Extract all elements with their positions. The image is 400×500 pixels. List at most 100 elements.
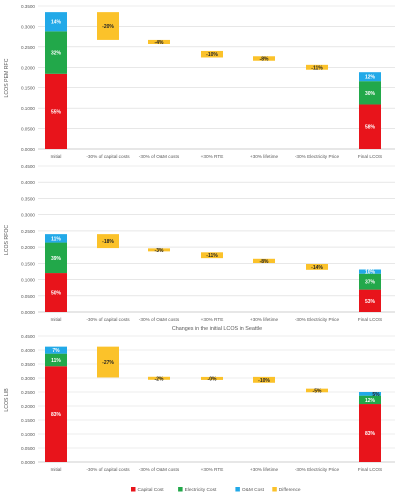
data-label: 37% [365, 280, 376, 286]
x-tick-label: Initial [51, 467, 62, 472]
difference-bar [97, 346, 119, 378]
data-label: 14% [51, 20, 62, 26]
legend-swatch [178, 487, 183, 492]
x-tick-label: Initial [51, 317, 62, 322]
initial-bar-segment [45, 353, 67, 367]
data-label: -5% [313, 388, 322, 394]
difference-bar [201, 50, 223, 58]
y-tick-label: 0.1000 [21, 106, 35, 111]
y-tick-label: 0.4500 [21, 334, 35, 339]
initial-bar-segment [45, 31, 67, 74]
data-label: 12% [365, 75, 376, 81]
y-tick-label: 0.0000 [21, 460, 35, 465]
final-bar-segment [359, 395, 381, 405]
initial-bar-segment [45, 12, 67, 32]
x-tick-label: -30% Electricity Price [295, 317, 340, 322]
data-label: 5% [372, 392, 380, 398]
data-label: -4% [155, 40, 164, 46]
difference-bar [148, 376, 170, 380]
legend-swatch [131, 487, 136, 492]
x-tick-label: +30% lifetime [250, 154, 279, 159]
y-tick-label: 0.1500 [21, 261, 35, 266]
x-tick-label: -30% Electricity Price [295, 467, 340, 472]
data-label: -8% [260, 259, 269, 265]
initial-bar-segment [45, 242, 67, 274]
y-tick-label: 0.3500 [21, 4, 35, 9]
data-label: -11% [206, 253, 218, 259]
final-bar-segment [359, 273, 381, 290]
y-tick-label: 0.2500 [21, 229, 35, 234]
y-tick-label: 0.4500 [21, 164, 35, 169]
y-tick-label: 0.1000 [21, 432, 35, 437]
data-label: -2% [155, 376, 164, 382]
final-bar-segment [359, 104, 381, 149]
data-label: 11% [51, 236, 61, 242]
initial-bar-segment [45, 73, 67, 149]
difference-bar [253, 56, 275, 61]
data-label: 7% [52, 348, 60, 354]
difference-bar [201, 376, 223, 380]
y-axis-label: LCOS LIB [4, 388, 10, 412]
data-label: 55% [51, 109, 62, 115]
y-tick-label: 0.3000 [21, 213, 35, 218]
y-tick-label: 0.3500 [21, 196, 35, 201]
y-tick-label: 0.2500 [21, 45, 35, 50]
final-bar-segment [359, 289, 381, 312]
x-tick-label: +30% lifetime [250, 467, 279, 472]
legend-swatch [272, 487, 277, 492]
difference-bar [97, 234, 119, 249]
data-label: 83% [51, 412, 62, 418]
final-bar-segment [359, 269, 381, 274]
data-label: -0% [208, 376, 217, 382]
x-tick-label: Initial [51, 154, 62, 159]
x-tick-label: Final LCOS [358, 317, 382, 322]
final-bar-segment [359, 392, 381, 396]
y-tick-label: 0.2000 [21, 404, 35, 409]
x-tick-label: -30% of capital costs [86, 467, 130, 472]
difference-bar [306, 64, 328, 70]
x-tick-label: +30% RTE [201, 467, 224, 472]
data-label: 39% [51, 256, 62, 262]
difference-bar [148, 248, 170, 252]
data-label: -8% [260, 57, 269, 63]
data-label: -20% [102, 24, 114, 30]
data-label: 11% [51, 358, 61, 364]
x-tick-label: -30% of O&M costs [139, 317, 180, 322]
initial-bar-segment [45, 234, 67, 243]
legend-entry: Electricity Cost [185, 487, 217, 493]
data-label: 53% [365, 299, 376, 305]
final-bar-segment [359, 404, 381, 462]
x-tick-label: +30% lifetime [250, 317, 279, 322]
difference-bar [97, 12, 119, 40]
data-label: -3% [155, 248, 164, 254]
initial-bar-segment [45, 366, 67, 462]
difference-bar [253, 258, 275, 264]
data-label: -10% [206, 52, 218, 58]
x-tick-label: -30% Electricity Price [295, 154, 340, 159]
y-tick-label: 0.0000 [21, 310, 35, 315]
data-label: -18% [102, 239, 114, 245]
difference-bar [253, 376, 275, 383]
difference-bar [306, 263, 328, 270]
y-tick-label: 0.2000 [21, 65, 35, 70]
data-label: 50% [51, 291, 62, 297]
x-tick-label: -30% of O&M costs [139, 154, 180, 159]
y-tick-label: 0.0500 [21, 127, 35, 132]
x-tick-label: -30% of capital costs [86, 154, 130, 159]
difference-bar [148, 39, 170, 44]
initial-bar-segment [45, 346, 67, 354]
y-tick-label: 0.3000 [21, 376, 35, 381]
x-tick-label: +30% RTE [201, 154, 224, 159]
y-tick-label: 0.4000 [21, 348, 35, 353]
y-tick-label: 0.0000 [21, 147, 35, 152]
y-tick-label: 0.2500 [21, 390, 35, 395]
difference-bar [306, 388, 328, 393]
y-tick-label: 0.0500 [21, 446, 35, 451]
data-label: 32% [51, 51, 62, 57]
x-tick-label: +30% RTE [201, 317, 224, 322]
y-tick-label: 0.3500 [21, 362, 35, 367]
data-label: 58% [365, 125, 376, 131]
legend-entry: Difference [279, 487, 301, 493]
x-tick-label: Final LCOS [358, 154, 382, 159]
